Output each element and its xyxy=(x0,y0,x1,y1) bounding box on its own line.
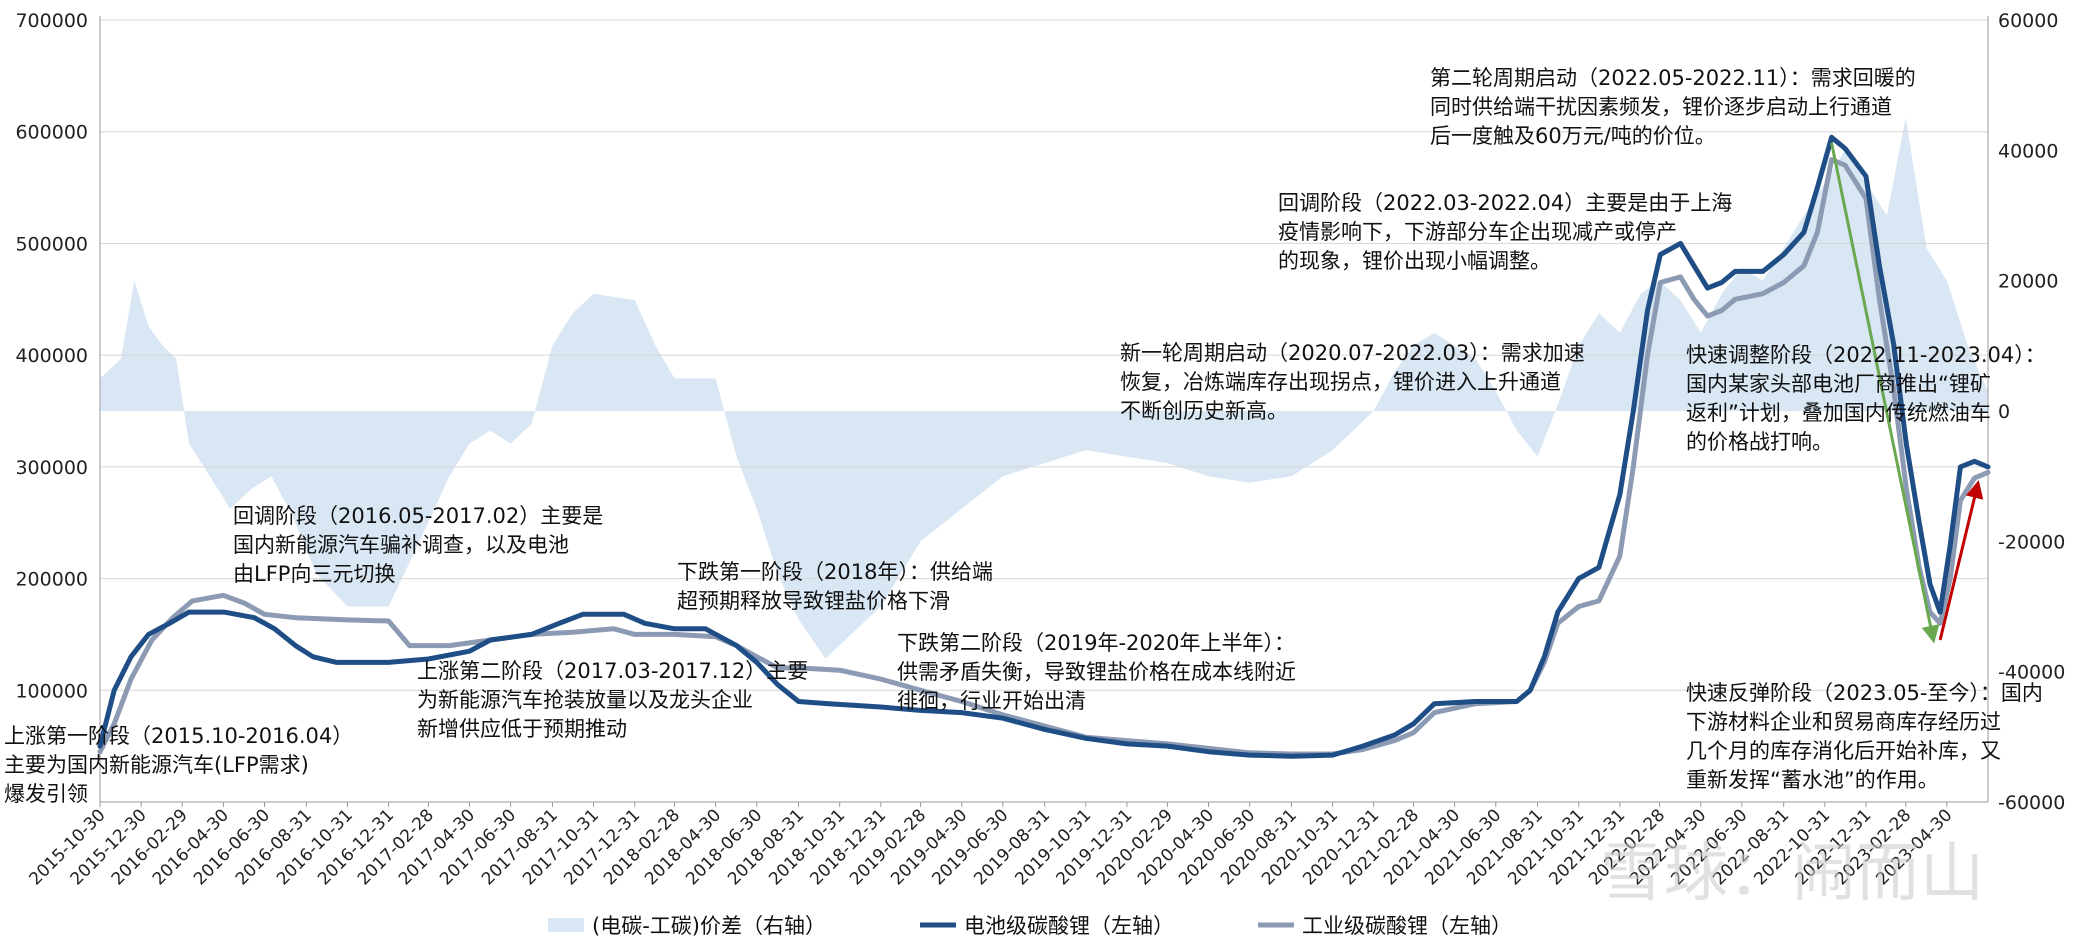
annotation-stage-2-pullback: 回调阶段（2016.05-2017.02）主要是 国内新能源汽车骗补调查，以及电… xyxy=(233,504,604,586)
legend-swatch-spread xyxy=(548,918,584,932)
decline-arrow xyxy=(1830,142,1940,644)
left-axis-tick-label: 300000 xyxy=(15,457,88,479)
spread-area-layer xyxy=(100,117,1988,659)
left-axis-tick-label: 400000 xyxy=(15,345,88,367)
left-axis-tick-label: 500000 xyxy=(15,233,88,255)
legend-label: (电碳-工碳)价差（右轴） xyxy=(592,914,826,938)
legend-label: 电池级碳酸锂（左轴） xyxy=(964,914,1174,938)
annotation-stage-5-fall: 下跌第二阶段（2019年-2020年上半年）： 供需矛盾失衡，导致锂盐价格在成本… xyxy=(897,631,1296,713)
right-axis-tick-label: 40000 xyxy=(1998,140,2058,162)
annotation-stage-10-rebound: 快速反弹阶段（2023.05-至今）：国内 下游材料企业和贸易商库存经历过 几个… xyxy=(1686,681,2043,792)
right-axis-tick-label: 60000 xyxy=(1998,10,2058,32)
right-axis-tick-label: -60000 xyxy=(1998,792,2065,814)
grid-layer xyxy=(100,19,1988,691)
annotation-stage-3-rise: 上涨第二阶段（2017.03-2017.12）主要 为新能源汽车抢装放量以及龙头… xyxy=(417,659,809,741)
watermark-text: 雪球：闹而山 xyxy=(1600,837,1984,911)
annotation-stage-7-pullback: 回调阶段（2022.03-2022.04）主要是由于上海 疫情影响下，下游部分车… xyxy=(1278,191,1733,273)
rebound-arrow xyxy=(1938,480,1984,641)
left-axis-tick-label: 200000 xyxy=(15,569,88,591)
right-axis-tick-label: -40000 xyxy=(1998,662,2065,684)
right-axis-tick-label: -20000 xyxy=(1998,531,2065,553)
annotation-stage-6-new-cycle: 新一轮周期启动（2020.07-2022.03）：需求加速 恢复，冶炼端库存出现… xyxy=(1120,341,1585,423)
annotation-stage-8-second-cycle: 第二轮周期启动（2022.05-2022.11）：需求回暖的 同时供给端干扰因素… xyxy=(1430,66,1916,148)
left-axis-tick-label: 600000 xyxy=(15,122,88,144)
legend: (电碳-工碳)价差（右轴） 电池级碳酸锂（左轴） 工业级碳酸锂（左轴） xyxy=(548,914,1512,938)
arrow-layer xyxy=(1830,142,1984,644)
annotation-stage-1-rise: 上涨第一阶段（2015.10-2016.04） 主要为国内新能源汽车(LFP需求… xyxy=(4,724,354,806)
left-axis-tick-label: 100000 xyxy=(15,680,88,702)
legend-label: 工业级碳酸锂（左轴） xyxy=(1302,914,1512,938)
right-axis-tick-label: 20000 xyxy=(1998,271,2058,293)
left-axis-tick-label: 700000 xyxy=(15,10,88,32)
annotation-stage-9-fast-adjust: 快速调整阶段（2022.11-2023.04）： 国内某家头部电池厂商推出“锂矿… xyxy=(1686,343,2046,454)
series-line-battery-grade xyxy=(97,134,1991,759)
annotation-stage-4-fall: 下跌第一阶段（2018年）：供给端 超预期释放导致锂盐价格下滑 xyxy=(677,560,993,613)
line-layer xyxy=(97,134,1991,759)
right-axis-tick-label: 0 xyxy=(1998,401,2010,423)
spread-area xyxy=(100,117,1988,659)
